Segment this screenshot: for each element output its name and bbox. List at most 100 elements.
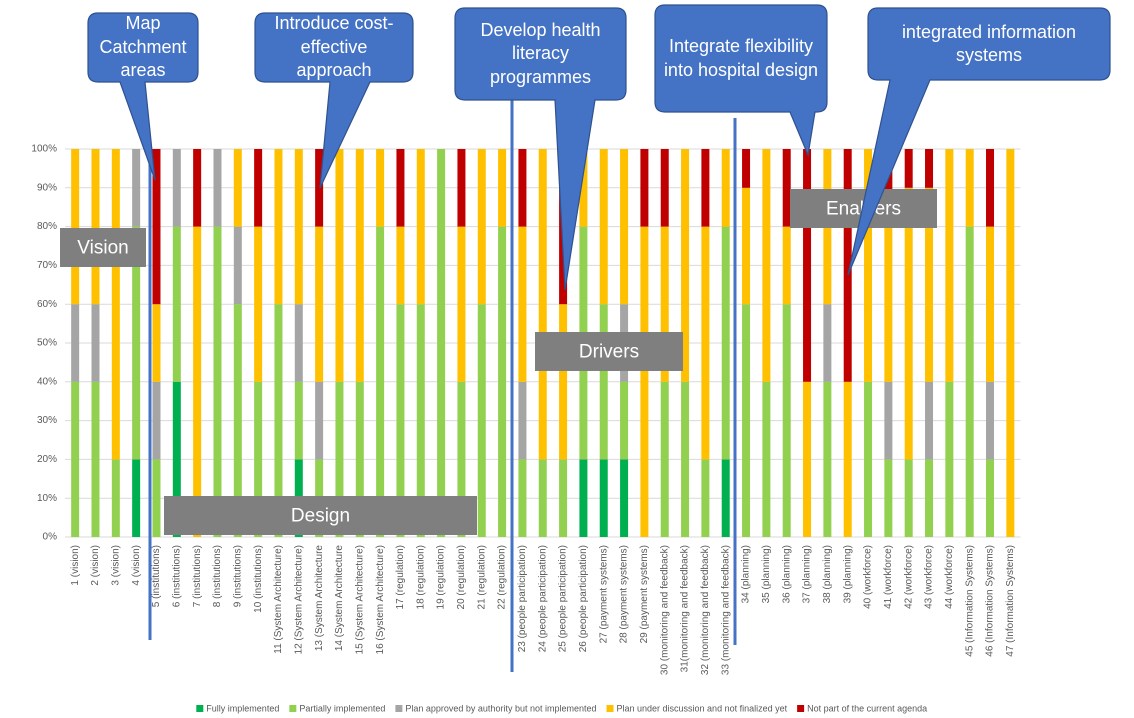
callout-text: integrated information systems (901, 21, 1077, 65)
bar-segment (640, 226, 649, 537)
callout-shape (847, 7, 1111, 276)
bar-segment (193, 149, 202, 227)
x-tick-label: 32 (monitoring and feedback) (700, 545, 711, 675)
bar-segment (721, 226, 730, 460)
bar-segment (315, 226, 324, 382)
y-tick-label: 60% (37, 299, 57, 310)
x-tick-label: 19 (regulation) (436, 545, 447, 609)
bar-segment (742, 149, 751, 188)
callout-text: Introduce cost-effective approach (274, 13, 394, 81)
bar-segment (335, 381, 344, 537)
x-tick-label: 13 (System Architecture (314, 545, 325, 652)
y-tick-label: 0% (43, 532, 58, 543)
bar-segment (416, 149, 425, 305)
bar-segment (925, 187, 934, 382)
bar-segment (620, 459, 629, 537)
bar-segment (904, 149, 913, 188)
x-tick-label: 27 (payment systems) (598, 545, 609, 643)
bar-segment (803, 149, 812, 382)
bar-segment (762, 149, 771, 382)
bar-segment (721, 459, 730, 537)
x-tick-label: 24 (people participation) (537, 545, 548, 652)
x-tick-label: 46 (Information Systems) (985, 545, 996, 657)
bar-segment (355, 381, 364, 537)
bar-segment (315, 149, 324, 227)
x-tick-label: 40 (workforce) (863, 545, 874, 609)
bar-segment (152, 304, 161, 382)
legend-swatch (606, 705, 614, 712)
bar-segment (91, 304, 100, 382)
bar-segment (294, 304, 303, 382)
bar-segment (355, 149, 364, 382)
bar-segment (945, 149, 954, 382)
x-tick-label: 36 (planning) (781, 545, 792, 603)
x-tick-label: 15 (System Architecture) (354, 545, 365, 654)
y-tick-label: 90% (37, 182, 57, 193)
bar-segment (782, 304, 791, 537)
callout-text: Map Catchment areas (99, 13, 187, 81)
bar-segment (925, 459, 934, 537)
bar-segment (396, 149, 405, 227)
legend-label: Plan approved by authority but not imple… (405, 703, 596, 713)
bar-segment (294, 149, 303, 305)
bar-segment (660, 149, 669, 227)
bar-segment (599, 304, 608, 460)
bar-segment (986, 226, 995, 382)
bar-segment (884, 459, 893, 537)
bar-segment (71, 149, 80, 305)
legend-label: Plan under discussion and not finalized … (617, 703, 788, 713)
bar-segment (823, 381, 832, 537)
bar-segment (132, 226, 141, 460)
region-box (535, 332, 683, 371)
region-label: Design (291, 506, 350, 527)
bar-segment (233, 149, 242, 227)
bar-segment (457, 226, 466, 382)
bar-segment (152, 381, 161, 460)
bar-segment (538, 459, 547, 537)
bar-segment (660, 381, 669, 537)
callout-text: Integrate flexibility into hospital desi… (663, 36, 819, 80)
bar-segment (945, 381, 954, 537)
x-tick-label: 11 (System Architecture) (273, 545, 284, 654)
bar-segment (498, 149, 507, 227)
bar-segment (132, 459, 141, 537)
legend-label: Not part of the current agenda (807, 703, 927, 713)
legend-swatch (196, 705, 204, 712)
y-tick-label: 80% (37, 221, 57, 232)
bar-segment (925, 381, 934, 460)
y-tick-label: 100% (31, 144, 57, 155)
x-tick-label: 25 (people participation) (558, 545, 569, 652)
bar-segment (498, 226, 507, 537)
y-tick-label: 40% (37, 376, 57, 387)
bar-segment (843, 381, 852, 537)
legend-swatch (395, 705, 403, 712)
bar-segment (620, 149, 629, 305)
bar-segment (315, 381, 324, 460)
bar-segment (579, 149, 588, 227)
bar-segment (213, 226, 222, 537)
x-tick-label: 21 (regulation) (476, 545, 487, 609)
bar-segment (823, 304, 832, 382)
y-tick-label: 50% (37, 338, 57, 349)
bar-segment (335, 149, 344, 382)
x-tick-label: 29 (payment systems) (639, 545, 650, 643)
x-tick-label: 20 (regulation) (456, 545, 467, 609)
y-tick-label: 20% (37, 454, 57, 465)
bar-segment (904, 187, 913, 460)
x-tick-label: 4 (vision) (131, 545, 142, 586)
bar-segment (172, 149, 181, 227)
region-label: Vision (77, 238, 128, 259)
x-tick-label: 17 (regulation) (395, 545, 406, 609)
y-tick-label: 30% (37, 415, 57, 426)
x-tick-label: 28 (payment systems) (619, 545, 630, 643)
bar-segment (925, 149, 934, 188)
x-tick-label: 23 (people participation) (517, 545, 528, 652)
x-tick-label: 35 (planning) (761, 545, 772, 603)
bar-segment (111, 459, 120, 537)
bar-segment (213, 149, 222, 227)
x-tick-label: 6 (institutions) (171, 545, 182, 607)
bar-segment (721, 149, 730, 227)
bar-segment (742, 187, 751, 305)
bar-segment (701, 459, 710, 537)
